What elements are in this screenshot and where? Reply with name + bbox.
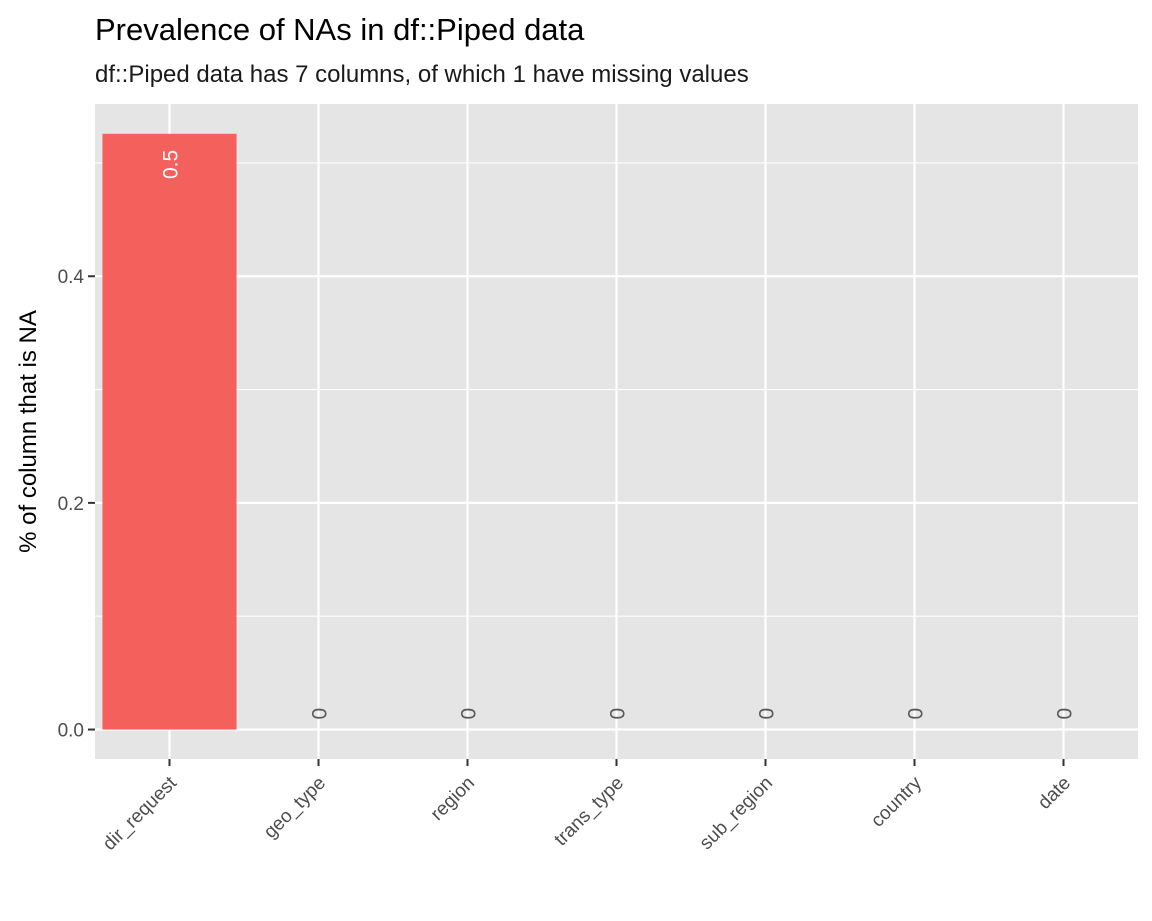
x-tick-label: geo_type (260, 773, 330, 843)
x-tick-label: sub_region (696, 773, 777, 854)
bars (102, 133, 237, 730)
y-axis: 0.0 0.2 0.4 (58, 267, 95, 742)
bar-value-label: 0 (607, 708, 630, 720)
bar-value-label: 0 (458, 708, 481, 720)
bar-value-label: 0 (1054, 708, 1077, 720)
chart-title: Prevalence of NAs in df::Piped data (95, 12, 585, 47)
bar-dir_request (102, 133, 237, 730)
x-tick-label: country (867, 772, 926, 831)
y-tick-label: 0.2 (58, 494, 84, 515)
y-tick-label: 0.0 (58, 721, 84, 742)
bar-value-label: 0 (905, 708, 928, 720)
x-axis: dir_request geo_type region trans_type sub_r… (99, 759, 1075, 855)
bar-value-label: 0 (756, 708, 779, 720)
bar-value-label: 0 (309, 708, 332, 720)
bar-labels: 0.5 0 0 0 0 0 0 (160, 150, 1077, 720)
x-tick-label: dir_request (99, 772, 182, 855)
bar-value-label: 0.5 (160, 150, 183, 179)
chart-subtitle: df::Piped data has 7 columns, of which 1… (95, 61, 749, 88)
y-tick-label: 0.4 (58, 267, 85, 288)
x-tick-label: date (1034, 773, 1075, 814)
x-tick-label: region (427, 773, 479, 825)
y-axis-title: % of column that is NA (15, 310, 42, 553)
x-tick-label: trans_type (550, 773, 628, 851)
